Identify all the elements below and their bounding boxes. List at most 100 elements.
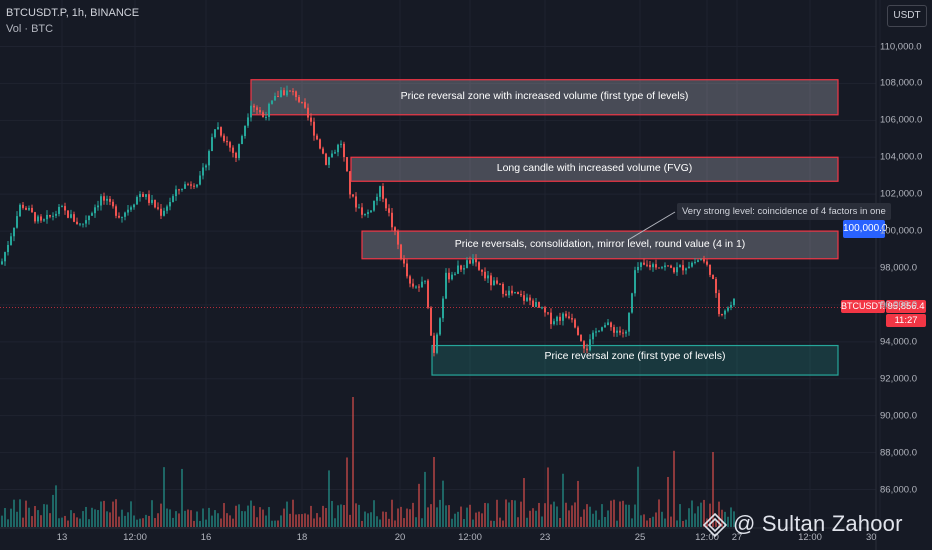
candle-body — [274, 96, 276, 101]
candle-body — [322, 148, 324, 154]
candle-body — [271, 100, 273, 104]
candle-body — [106, 198, 108, 201]
candle-body — [547, 312, 549, 314]
candle-body — [91, 213, 93, 216]
candle-body — [496, 280, 498, 284]
candle-body — [49, 214, 51, 217]
candle-body — [508, 290, 510, 296]
volume-bar — [379, 519, 381, 527]
candle-body — [178, 189, 180, 191]
candle-body — [118, 215, 120, 218]
candle-body — [697, 260, 699, 262]
volume-bar — [589, 506, 591, 527]
volume-bar — [229, 515, 231, 527]
candle-body — [94, 207, 96, 214]
author-watermark: @ Sultan Zahoor — [703, 511, 903, 538]
volume-bar — [634, 504, 636, 527]
volume-bar — [592, 513, 594, 527]
y-tick-label: 106,000.0 — [880, 114, 923, 126]
zone-label-round-level: Price reversals, consolidation, mirror l… — [454, 238, 746, 250]
candle-body — [538, 302, 540, 308]
watermark-text: @ Sultan Zahoor — [733, 511, 903, 536]
candle-body — [640, 262, 642, 267]
volume-bar — [274, 520, 276, 527]
volume-bar — [130, 501, 132, 527]
volume-bar — [496, 499, 498, 527]
volume-bar — [205, 519, 207, 527]
candle-body — [463, 268, 465, 270]
candle-body — [385, 198, 387, 209]
volume-bar — [340, 504, 342, 527]
volume-bar — [568, 510, 570, 527]
volume-bar — [661, 511, 663, 527]
symbol-title: BTCUSDT.P, 1h, BINANCE — [6, 7, 140, 19]
volume-bar — [100, 501, 102, 527]
candle-body — [628, 312, 630, 332]
volume-bar — [715, 520, 717, 527]
volume-bar — [601, 504, 603, 527]
volume-bar — [436, 507, 438, 527]
volume-bar — [628, 504, 630, 527]
candle-body — [721, 314, 723, 316]
candle-body — [58, 206, 60, 214]
candle-body — [376, 196, 378, 201]
candle-body — [457, 265, 459, 274]
volume-bar — [649, 518, 651, 527]
volume-bar — [451, 518, 453, 527]
currency-button[interactable]: USDT — [887, 5, 927, 27]
x-tick-label: 25 — [634, 532, 646, 543]
volume-bar — [196, 511, 198, 527]
volume-bar — [253, 505, 255, 527]
candle-body — [520, 294, 522, 296]
level-price-tag: 100,000.0 — [843, 220, 888, 238]
volume-bar — [61, 517, 63, 527]
volume-bar — [181, 468, 183, 527]
candle-body — [616, 330, 618, 333]
volume-bar — [682, 520, 684, 527]
volume-bar — [295, 514, 297, 527]
candle-body — [103, 196, 105, 201]
candle-body — [334, 152, 336, 154]
volume-bar — [733, 511, 735, 527]
volume-bar — [349, 514, 351, 527]
candle-body — [460, 265, 462, 270]
candle-body — [592, 332, 594, 340]
volume-bar — [334, 518, 336, 527]
volume-bar — [169, 509, 171, 527]
candle-body — [664, 265, 666, 268]
volume-bar — [241, 511, 243, 527]
candle-body — [319, 139, 321, 149]
volume-bar — [211, 515, 213, 527]
volume-bar — [19, 499, 21, 527]
volume-bar — [385, 511, 387, 527]
candle-body — [556, 316, 558, 322]
candle-body — [187, 184, 189, 186]
zone-rect-3 — [431, 344, 839, 376]
candle-body — [514, 292, 516, 294]
candle-body — [262, 112, 264, 118]
volume-bar — [421, 518, 423, 527]
volume-bar — [220, 518, 222, 527]
volume-bar — [82, 511, 84, 527]
x-tick-label: 12:00 — [695, 532, 719, 543]
annotation-note: Very strong level: coincidence of 4 fact… — [677, 203, 891, 220]
volume-bar — [559, 518, 561, 527]
candle-body — [421, 281, 423, 288]
x-tick-label: 20 — [394, 532, 406, 543]
volume-bar — [91, 507, 93, 527]
volume-bar — [142, 518, 144, 527]
volume-bar — [307, 514, 309, 527]
candle-body — [643, 262, 645, 265]
volume-bar — [319, 517, 321, 527]
candle-body — [649, 264, 651, 268]
candle-body — [565, 313, 567, 317]
y-tick-label: 98,000.0 — [880, 262, 917, 274]
y-tick-label: 110,000.0 — [880, 41, 922, 52]
zone-label-fvg: Long candle with increased volume (FVG) — [496, 162, 693, 174]
volume-bar — [52, 494, 54, 527]
volume-bar — [58, 518, 60, 527]
candle-body — [523, 295, 525, 301]
candle-body — [541, 307, 543, 309]
